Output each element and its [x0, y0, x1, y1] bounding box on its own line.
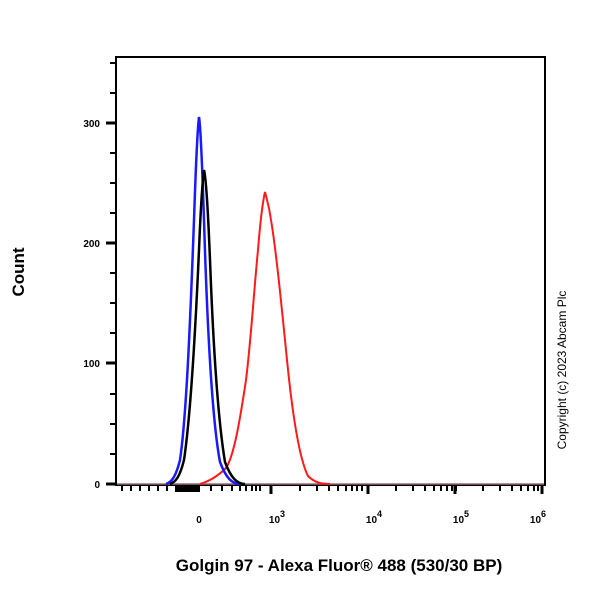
series-black	[169, 169, 246, 486]
x-tick-0: 0	[196, 515, 202, 526]
x-tick-1e3: 103	[269, 509, 285, 526]
y-tick-0: 0	[94, 480, 100, 491]
plot-frame	[115, 56, 546, 486]
y-axis	[106, 62, 116, 486]
y-tick-300: 300	[83, 119, 100, 130]
y-tick-100: 100	[83, 359, 100, 370]
x-axis	[121, 485, 544, 494]
y-axis-title: Count	[9, 247, 28, 296]
x-axis-title: Golgin 97 - Alexa Fluor® 488 (530/30 BP)	[176, 556, 503, 575]
x-tick-1e4: 104	[366, 509, 382, 526]
y-tick-200: 200	[83, 239, 100, 250]
copyright-notice: Copyright (c) 2023 Abcam Plc	[555, 291, 569, 450]
series-red	[199, 191, 331, 485]
x-tick-1e6: 106	[530, 509, 546, 526]
series-blue	[165, 116, 241, 486]
x-tick-1e5: 105	[453, 509, 469, 526]
